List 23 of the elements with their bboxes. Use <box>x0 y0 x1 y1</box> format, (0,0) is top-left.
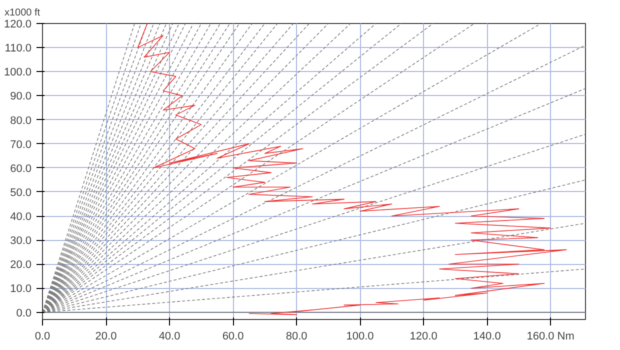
y-tick-label: 0.0 <box>16 307 32 320</box>
x-tick-label: 140.0 <box>473 330 501 342</box>
x-tick-label: 80.0 <box>286 330 308 342</box>
y-tick-label: 110.0 <box>4 42 32 55</box>
y-tick-label: 100.0 <box>4 66 32 79</box>
x-tick-label: 160.0 Nm <box>526 330 574 342</box>
y-tick-label: 50.0 <box>10 186 32 199</box>
x-tick-label: 20.0 <box>95 330 117 342</box>
y-tick-label: 90.0 <box>10 90 32 103</box>
x-tick-label: 100.0 <box>346 330 374 342</box>
y-tick-label: 20.0 <box>10 259 32 272</box>
x-tick-label: 120.0 <box>410 330 438 342</box>
y-tick-label: 40.0 <box>10 211 32 224</box>
x-tick-label: 0.0 <box>34 330 50 342</box>
y-tick-label: 30.0 <box>10 235 32 248</box>
y-tick-label: 120.0 <box>4 18 32 30</box>
y-tick-label: 10.0 <box>10 283 32 296</box>
x-tick-label: 60.0 <box>222 330 244 342</box>
y-tick-label: 70.0 <box>10 138 32 151</box>
x-tick-label: 40.0 <box>158 330 180 342</box>
y-tick-label: 80.0 <box>10 114 32 127</box>
y-tick-label: 60.0 <box>10 162 32 175</box>
y-axis-title: x1000 ft <box>4 8 40 18</box>
